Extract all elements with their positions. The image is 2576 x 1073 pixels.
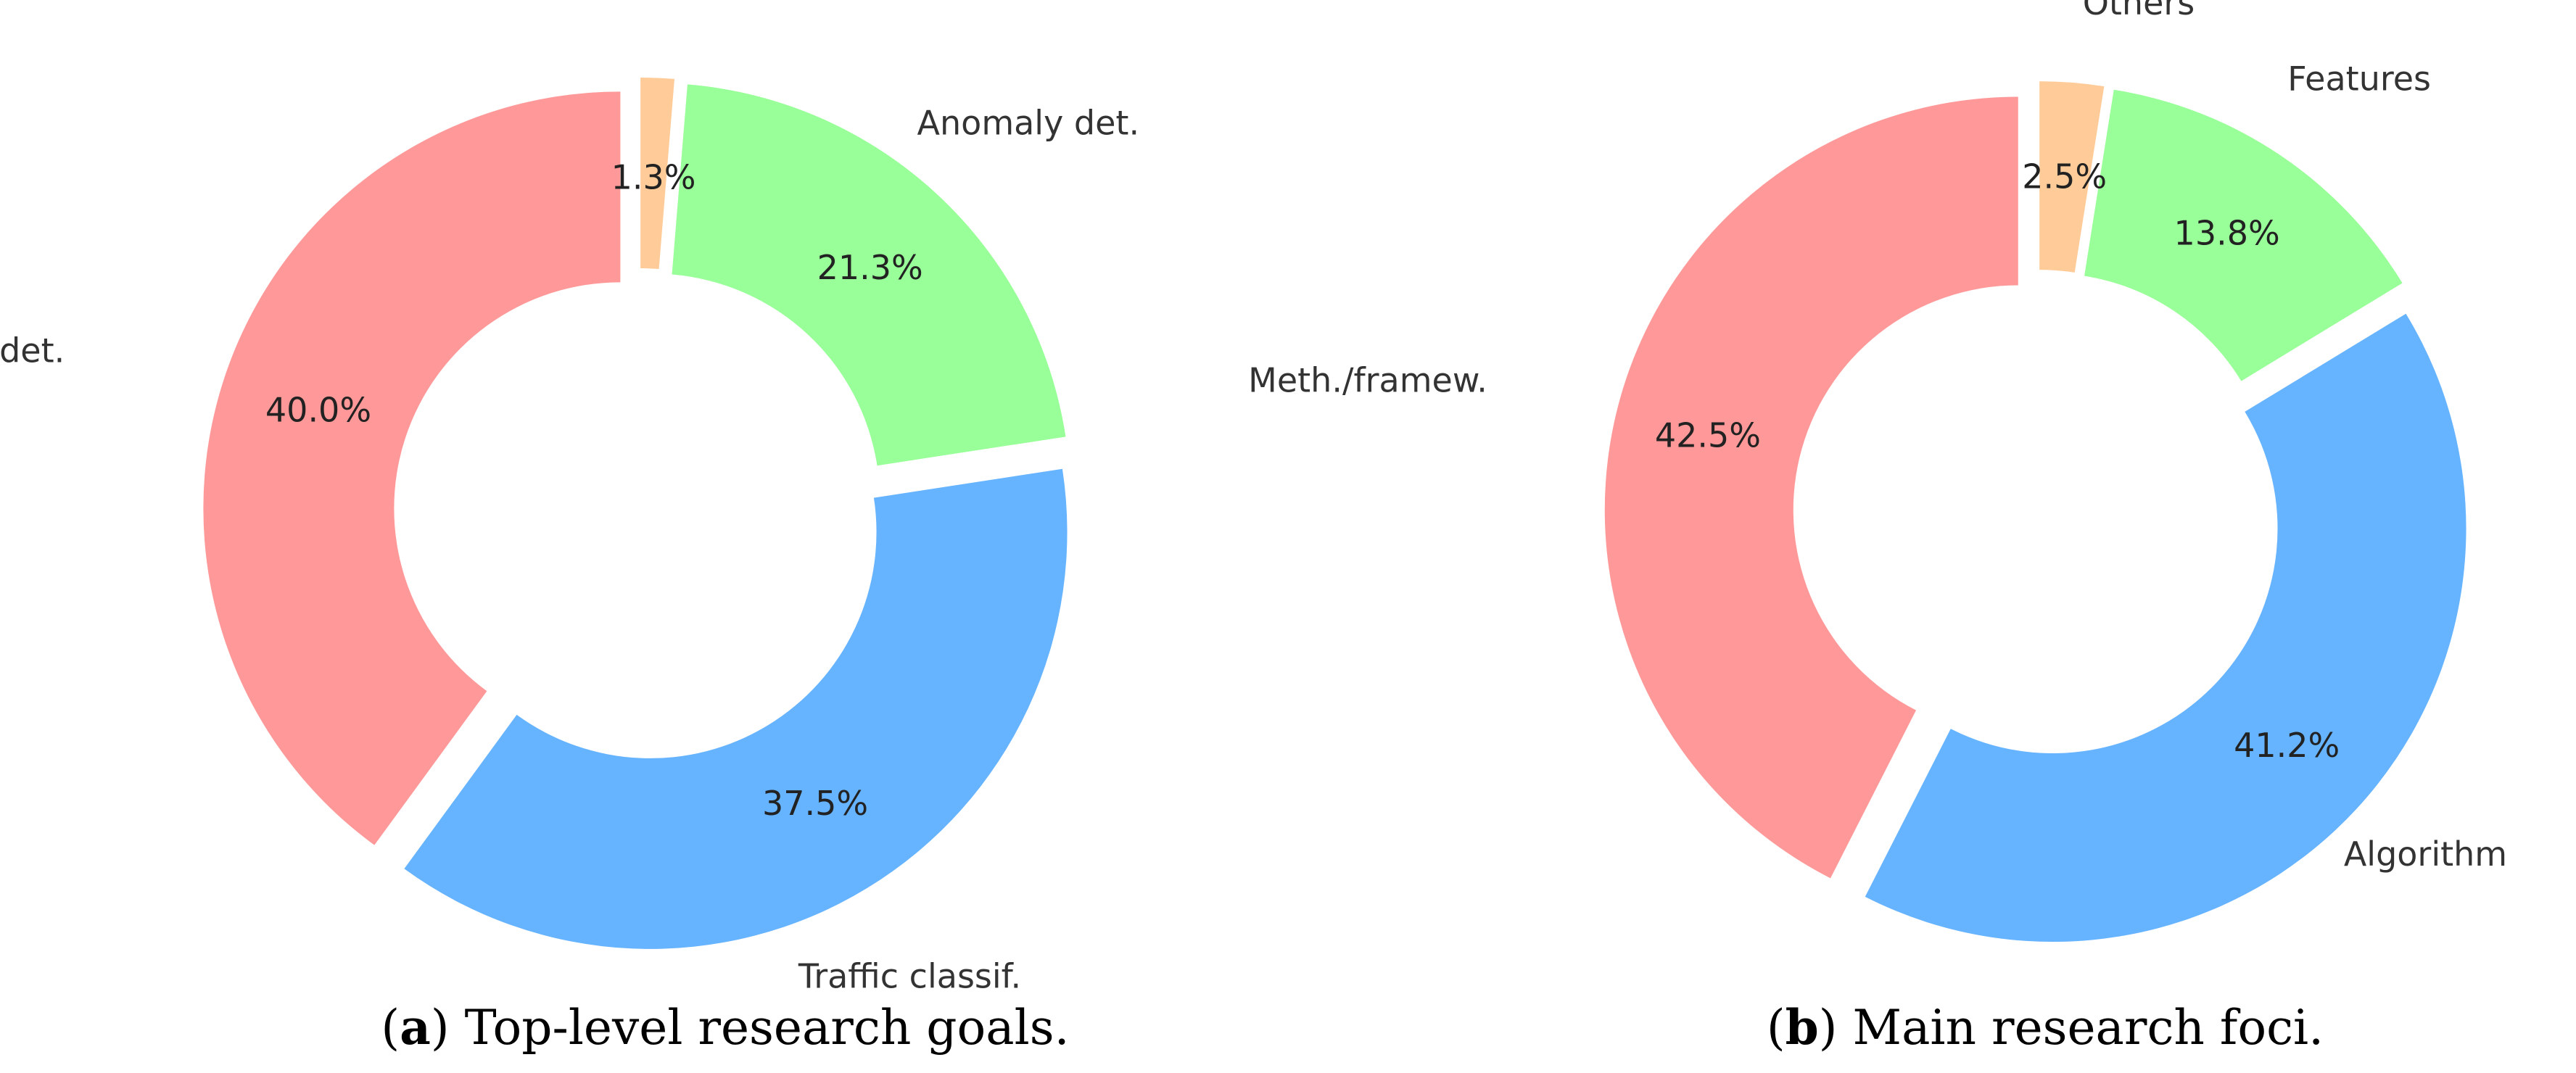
slice-category-label: Others [2083, 0, 2195, 22]
slice-category-label: Anomaly det. [917, 103, 1140, 142]
slice-category-label: Traffic classif. [798, 956, 1021, 995]
slice-percent-label: 1.3% [611, 157, 696, 196]
slice-percent-label: 40.0% [265, 390, 371, 429]
slice-meth-framew [1604, 96, 2018, 879]
slice-others [640, 78, 675, 270]
caption-b: (b) Main research foci. [1767, 999, 2324, 1056]
donut-chart-a: 40.0% Attack det. 37.5% Traffic classif. 21.… [0, 0, 1139, 995]
slice-percent-label: 37.5% [762, 784, 868, 823]
slice-category-label: Attack det. [0, 331, 65, 370]
slice-algorithm [1865, 313, 2466, 942]
slice-others [2039, 81, 2105, 273]
slice-percent-label: 21.3% [817, 248, 923, 287]
slice-percent-label: 41.2% [2234, 726, 2340, 765]
slice-anomaly-det [672, 84, 1066, 466]
slice-features [2084, 89, 2403, 381]
slice-category-label: Others [684, 0, 796, 7]
donut-chart-b: 42.5% Meth./framew. 41.2% Algorithm 13.8% Fea… [1248, 0, 2507, 942]
slice-traffic-classif [404, 468, 1068, 949]
slice-percent-label: 42.5% [1655, 416, 1761, 455]
caption-a: (a) Top-level research goals. [381, 999, 1069, 1056]
slice-category-label: Features [2287, 59, 2431, 99]
slice-percent-label: 2.5% [2022, 157, 2107, 196]
slice-attack-det [203, 91, 621, 845]
slice-category-label: Meth./framew. [1248, 360, 1487, 399]
slice-percent-label: 13.8% [2174, 213, 2280, 252]
slice-category-label: Algorithm [2344, 834, 2507, 874]
